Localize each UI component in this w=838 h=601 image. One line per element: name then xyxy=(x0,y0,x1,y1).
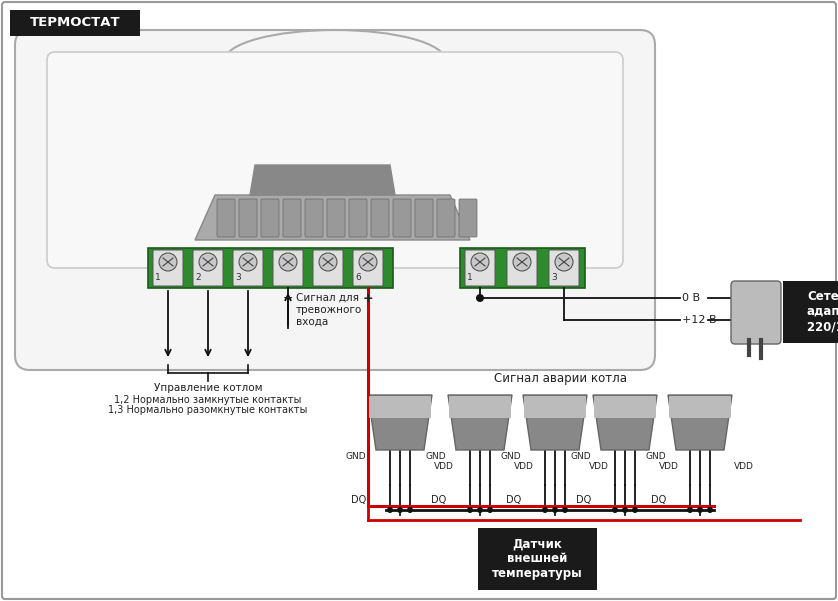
Polygon shape xyxy=(195,195,470,240)
Text: Сигнал аварии котла: Сигнал аварии котла xyxy=(494,372,627,385)
Text: ТЕРМОСТАТ: ТЕРМОСТАТ xyxy=(29,16,121,29)
FancyBboxPatch shape xyxy=(283,199,301,237)
FancyBboxPatch shape xyxy=(305,199,323,237)
Text: +: + xyxy=(363,292,373,305)
FancyBboxPatch shape xyxy=(233,250,263,286)
Text: DQ: DQ xyxy=(431,495,446,505)
FancyBboxPatch shape xyxy=(415,199,433,237)
Text: VDD: VDD xyxy=(434,462,454,471)
FancyBboxPatch shape xyxy=(460,248,585,288)
Circle shape xyxy=(387,507,393,513)
Polygon shape xyxy=(368,395,432,450)
FancyBboxPatch shape xyxy=(327,199,345,237)
Text: VDD: VDD xyxy=(734,462,754,471)
FancyBboxPatch shape xyxy=(393,199,411,237)
Text: −: − xyxy=(282,292,293,305)
Circle shape xyxy=(359,253,377,271)
FancyBboxPatch shape xyxy=(15,30,655,370)
Text: 0 В: 0 В xyxy=(682,293,700,303)
FancyBboxPatch shape xyxy=(369,396,431,418)
FancyBboxPatch shape xyxy=(465,250,495,286)
Text: GND: GND xyxy=(571,452,591,461)
Circle shape xyxy=(555,253,573,271)
Circle shape xyxy=(239,253,257,271)
Circle shape xyxy=(707,507,713,513)
FancyBboxPatch shape xyxy=(148,248,393,288)
Text: 2: 2 xyxy=(195,273,200,282)
Text: 1: 1 xyxy=(155,273,161,282)
Text: DQ: DQ xyxy=(506,495,521,505)
Circle shape xyxy=(199,253,217,271)
Text: 1,2 Нормально замкнутые контакты: 1,2 Нормально замкнутые контакты xyxy=(114,395,302,405)
Text: DQ: DQ xyxy=(651,495,666,505)
FancyBboxPatch shape xyxy=(783,281,838,343)
Text: Сетевой
адаптер
220/12 в: Сетевой адаптер 220/12 в xyxy=(806,290,838,334)
Circle shape xyxy=(612,507,618,513)
FancyBboxPatch shape xyxy=(731,281,781,344)
Circle shape xyxy=(542,507,548,513)
Text: +: + xyxy=(559,292,569,305)
Circle shape xyxy=(487,507,493,513)
FancyBboxPatch shape xyxy=(10,10,140,36)
FancyBboxPatch shape xyxy=(549,250,579,286)
Text: Сигнал для
тревожного
входа: Сигнал для тревожного входа xyxy=(296,293,362,326)
Text: 6: 6 xyxy=(355,273,360,282)
FancyBboxPatch shape xyxy=(153,250,183,286)
Text: DQ: DQ xyxy=(351,495,366,505)
Text: VDD: VDD xyxy=(659,462,679,471)
Circle shape xyxy=(476,294,484,302)
Circle shape xyxy=(279,253,297,271)
FancyBboxPatch shape xyxy=(669,396,731,418)
FancyBboxPatch shape xyxy=(313,250,343,286)
Polygon shape xyxy=(523,395,587,450)
Text: 3: 3 xyxy=(235,273,241,282)
FancyBboxPatch shape xyxy=(217,199,235,237)
FancyBboxPatch shape xyxy=(478,528,597,590)
FancyBboxPatch shape xyxy=(193,250,223,286)
Circle shape xyxy=(407,507,413,513)
Text: +12 В: +12 В xyxy=(682,315,716,325)
Circle shape xyxy=(477,507,483,513)
Polygon shape xyxy=(448,395,512,450)
FancyBboxPatch shape xyxy=(239,199,257,237)
FancyBboxPatch shape xyxy=(459,199,477,237)
Text: −: − xyxy=(475,292,485,305)
Text: Датчик
внешней
температуры: Датчик внешней температуры xyxy=(492,537,582,581)
Circle shape xyxy=(552,507,558,513)
Text: 1: 1 xyxy=(467,273,473,282)
Text: GND: GND xyxy=(426,452,446,461)
Text: VDD: VDD xyxy=(589,462,609,471)
FancyBboxPatch shape xyxy=(47,52,623,268)
Text: DQ: DQ xyxy=(576,495,591,505)
Polygon shape xyxy=(250,165,395,195)
Circle shape xyxy=(697,507,703,513)
Circle shape xyxy=(159,253,177,271)
Circle shape xyxy=(467,507,473,513)
Circle shape xyxy=(562,507,568,513)
FancyBboxPatch shape xyxy=(349,199,367,237)
Text: GND: GND xyxy=(345,452,366,461)
FancyBboxPatch shape xyxy=(371,199,389,237)
Circle shape xyxy=(319,253,337,271)
Circle shape xyxy=(397,507,403,513)
FancyBboxPatch shape xyxy=(449,396,511,418)
Text: Управление котлом: Управление котлом xyxy=(153,383,262,393)
Polygon shape xyxy=(593,395,657,450)
FancyBboxPatch shape xyxy=(524,396,586,418)
FancyBboxPatch shape xyxy=(261,199,279,237)
Polygon shape xyxy=(668,395,732,450)
Circle shape xyxy=(513,253,531,271)
Circle shape xyxy=(632,507,638,513)
Text: 1,3 Нормально разомкнутые контакты: 1,3 Нормально разомкнутые контакты xyxy=(108,405,308,415)
FancyBboxPatch shape xyxy=(437,199,455,237)
Circle shape xyxy=(622,507,628,513)
FancyBboxPatch shape xyxy=(507,250,537,286)
Circle shape xyxy=(687,507,693,513)
FancyBboxPatch shape xyxy=(594,396,656,418)
FancyBboxPatch shape xyxy=(353,250,383,286)
FancyBboxPatch shape xyxy=(273,250,303,286)
Circle shape xyxy=(471,253,489,271)
Text: GND: GND xyxy=(500,452,521,461)
Text: 3: 3 xyxy=(551,273,556,282)
